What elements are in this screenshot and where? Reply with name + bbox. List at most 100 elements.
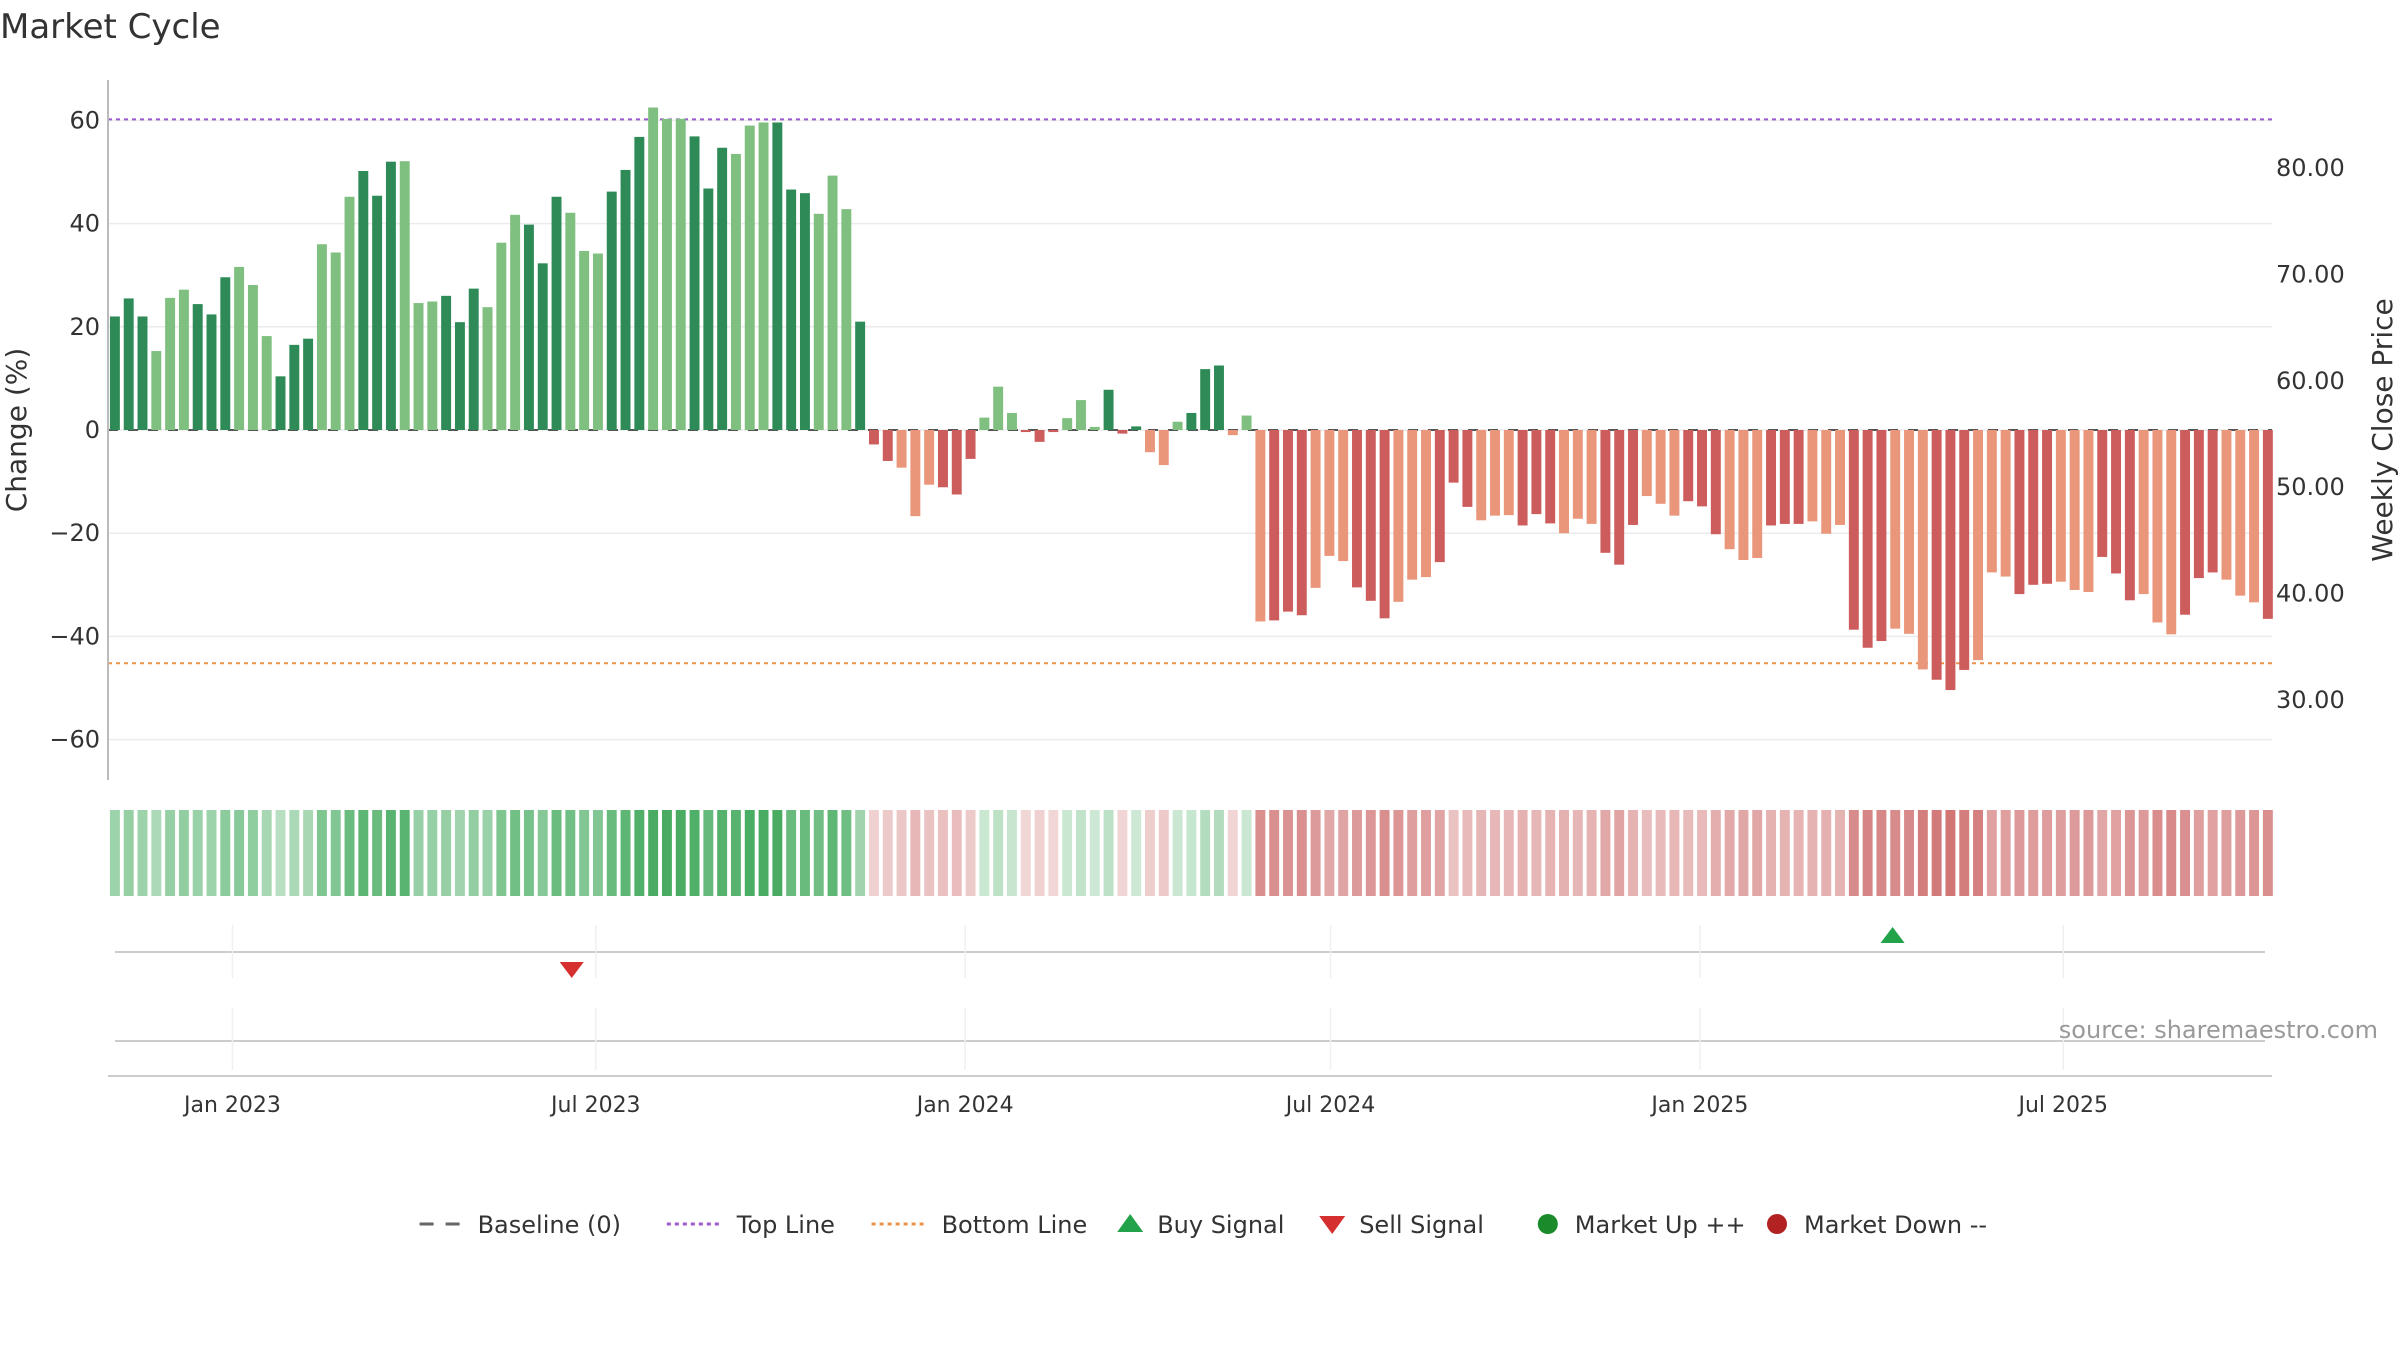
bar: [2000, 430, 2011, 577]
band-cell: [1117, 810, 1128, 896]
bar: [385, 161, 396, 430]
band-cell: [993, 810, 1004, 896]
band-cell: [689, 810, 700, 896]
bar: [2207, 430, 2218, 573]
signals-panel: [115, 927, 2265, 978]
band-cell: [1752, 810, 1763, 896]
band-cell: [1572, 810, 1583, 896]
legend-triangle-up-icon: [1117, 1214, 1144, 1232]
band-cell: [358, 810, 369, 896]
band-cell: [1655, 810, 1666, 896]
bar: [772, 122, 783, 431]
x-axis-ticks: Jan 2023 Jul 2023 Jan 2024 Jul 2024 Jan 2025…: [182, 1093, 2108, 1118]
band-cell: [206, 810, 217, 896]
bar: [1835, 430, 1845, 525]
bar: [316, 244, 327, 430]
bar: [1476, 430, 1487, 521]
source-credit: source: sharemaestro.com: [2059, 1016, 2378, 1044]
bar: [1559, 430, 1569, 534]
band-cell: [620, 810, 631, 896]
bar: [2262, 430, 2273, 619]
band-cell: [2042, 810, 2053, 896]
band-cell: [910, 810, 921, 896]
band-cell: [1766, 810, 1776, 896]
band-cell: [441, 810, 452, 896]
band-cell: [1890, 810, 1901, 896]
bar: [1572, 430, 1583, 519]
bar: [786, 189, 797, 430]
band-cell: [413, 810, 424, 896]
bar: [717, 147, 728, 431]
bar: [882, 430, 893, 461]
y2-tick-label: 30.00: [2276, 686, 2345, 714]
y-tick-label: −20: [49, 519, 100, 547]
band-cell: [1006, 810, 1017, 896]
band-cell: [372, 810, 383, 896]
x-tick-label: Jan 2024: [915, 1093, 1014, 1118]
bar: [1255, 430, 1266, 622]
bar: [2069, 430, 2080, 590]
band-cell: [137, 810, 148, 896]
bar: [868, 430, 879, 445]
bar: [1200, 369, 1211, 430]
bar: [661, 118, 672, 431]
band-cell: [896, 810, 907, 896]
bar: [1683, 430, 1694, 502]
band-cell: [178, 810, 189, 896]
band-cell: [730, 810, 741, 896]
band-cell: [109, 810, 120, 896]
band-cell: [261, 810, 272, 896]
band-cell: [1310, 810, 1321, 896]
band-cell: [2055, 810, 2066, 896]
bar: [1614, 430, 1625, 565]
band-cell: [1062, 810, 1073, 896]
bar: [1283, 430, 1293, 612]
y-tick-label: 60: [69, 106, 100, 134]
bar: [606, 191, 617, 430]
bar: [1448, 430, 1459, 483]
bar: [137, 316, 148, 430]
bar: [1407, 430, 1418, 580]
bar: [1020, 430, 1031, 433]
band-cell: [1641, 810, 1652, 896]
bar: [496, 242, 507, 430]
band-cell: [1214, 810, 1224, 896]
band-cell: [703, 810, 714, 896]
band-cell: [551, 810, 562, 896]
y-tick-label: −60: [49, 726, 100, 754]
band-cell: [1986, 810, 1997, 896]
band-cell: [523, 810, 534, 896]
bar: [1241, 415, 1252, 430]
bar: [1434, 430, 1445, 563]
bar: [1890, 430, 1901, 629]
band-cell: [330, 810, 341, 896]
band-cell: [799, 810, 810, 896]
y2-tick-label: 70.00: [2276, 260, 2345, 288]
bar: [1393, 430, 1404, 602]
band-cell: [1462, 810, 1473, 896]
band-cell: [1379, 810, 1390, 896]
band-cell: [1807, 810, 1818, 896]
bar: [1062, 418, 1073, 430]
bar: [1904, 430, 1915, 634]
lower-panel: [108, 1040, 2272, 1077]
bar: [1048, 430, 1059, 433]
bar: [2055, 430, 2066, 582]
bar: [1338, 430, 1349, 562]
y2-tick-label: 40.00: [2276, 580, 2345, 608]
band-cell: [2235, 810, 2246, 896]
bar: [344, 196, 355, 430]
band-cell: [1255, 810, 1266, 896]
bar: [178, 289, 189, 430]
legend-item: Top Line: [666, 1211, 835, 1239]
band-cell: [1158, 810, 1169, 896]
band-cell: [2180, 810, 2191, 896]
band-cell: [965, 810, 976, 896]
buy-signal-marker: [1880, 927, 1905, 943]
band-cell: [1876, 810, 1887, 896]
bar: [744, 125, 755, 430]
band-cell: [316, 810, 327, 896]
bar: [1586, 430, 1597, 524]
x-tick-label: Jan 2023: [182, 1093, 281, 1118]
bar: [1352, 430, 1362, 588]
